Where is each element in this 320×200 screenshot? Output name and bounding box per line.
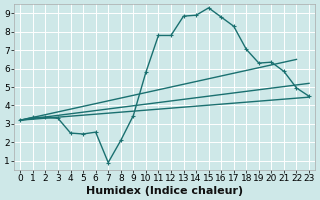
X-axis label: Humidex (Indice chaleur): Humidex (Indice chaleur) bbox=[86, 186, 243, 196]
